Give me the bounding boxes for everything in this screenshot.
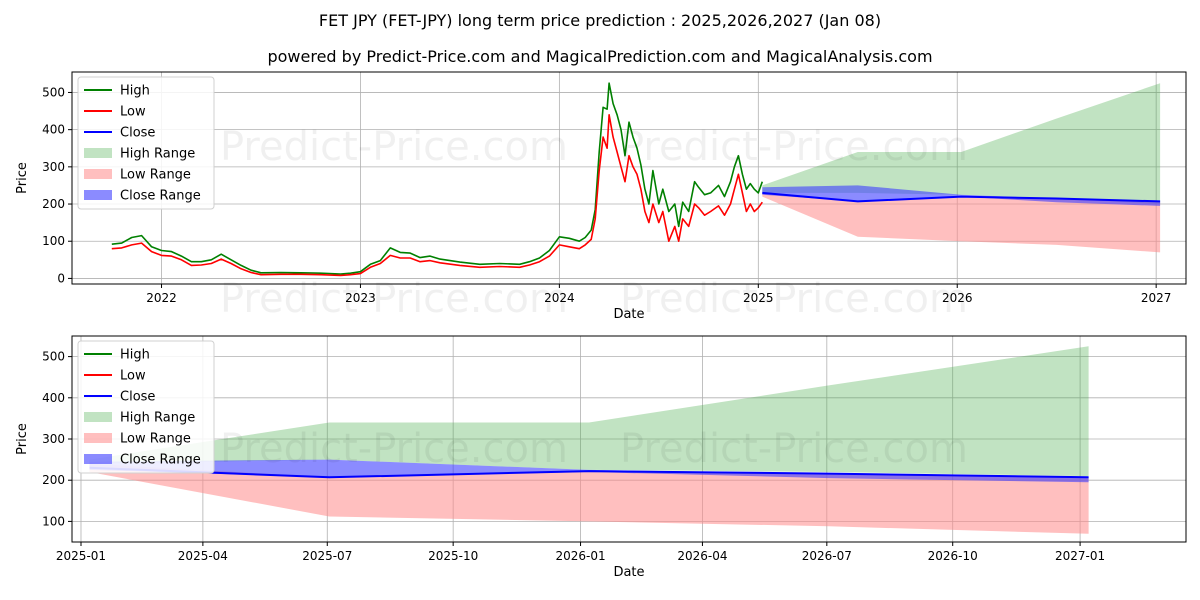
watermark-text: Predict-Price.com [220, 124, 568, 170]
x-tick-label: 2024 [544, 291, 575, 305]
x-tick-label: 2026-10 [928, 549, 978, 563]
y-tick-label: 200 [42, 197, 65, 211]
x-tick-label: 2026 [942, 291, 973, 305]
y-tick-label: 500 [42, 85, 65, 99]
legend-label: High [120, 84, 150, 99]
y-tick-label: 400 [42, 123, 65, 137]
x-tick-label: 2025-01 [56, 549, 106, 563]
bottom-chart-panel: Predict-Price.com Predict-Price.com 2025-0… [15, 335, 1187, 580]
low-range-band [89, 463, 1089, 534]
axes-frame [71, 71, 1187, 285]
top-chart-panel: Predict-Price.com Predict-Price.com Predic… [15, 71, 1187, 322]
high-range-band [89, 346, 1089, 477]
x-tick-label: 2023 [345, 291, 376, 305]
legend-label: High Range [120, 411, 195, 426]
y-tick-label: 500 [42, 350, 65, 364]
chart-title: FET JPY (FET-JPY) long term price predic… [319, 11, 881, 30]
y-axis-label: Price [15, 162, 30, 194]
y-tick-label: 300 [42, 432, 65, 446]
x-tick-label: 2026-07 [802, 549, 852, 563]
legend-swatch [84, 148, 112, 158]
x-tick-label: 2025-10 [428, 549, 478, 563]
legend-swatch [84, 169, 112, 179]
legend-swatch [84, 433, 112, 443]
legend-label: Close [120, 390, 155, 405]
low-series-line [111, 114, 763, 277]
watermark-text: Predict-Price.com [620, 124, 968, 170]
legend-label: Close Range [120, 189, 201, 204]
legend-label: High [120, 348, 150, 363]
high-range-band [762, 83, 1161, 204]
legend-label: Low Range [120, 168, 191, 183]
y-axis-label: Price [15, 423, 30, 455]
y-tick-label: 100 [42, 514, 65, 528]
legend-label: Close Range [120, 453, 201, 468]
x-tick-label: 2022 [146, 291, 177, 305]
x-axis-label: Date [613, 565, 644, 580]
watermark-text: Predict-Price.com [620, 426, 968, 472]
x-tick-label: 2026-01 [555, 549, 605, 563]
x-tick-label: 2027-01 [1055, 549, 1105, 563]
y-tick-label: 200 [42, 473, 65, 487]
legend-swatch [84, 412, 112, 422]
plot-area [89, 346, 1089, 534]
legend-label: Low Range [120, 432, 191, 447]
plot-area [111, 82, 1161, 277]
close-series-line [89, 466, 1089, 479]
y-tick-label: 400 [42, 391, 65, 405]
legend-label: Close [120, 126, 155, 141]
high-series-line [111, 82, 764, 275]
watermark-text: Predict-Price.com [220, 426, 568, 472]
x-axis-label: Date [613, 307, 644, 322]
legend-swatch [84, 454, 112, 464]
y-tick-label: 300 [42, 160, 65, 174]
watermark-text: Predict-Price.com [620, 276, 968, 322]
legend-label: High Range [120, 147, 195, 162]
x-tick-label: 2026-04 [677, 549, 727, 563]
y-tick-label: 0 [57, 271, 65, 285]
legend-label: Low [120, 369, 146, 384]
x-tick-label: 2025-04 [178, 549, 228, 563]
x-tick-label: 2027 [1141, 291, 1172, 305]
low-range-band [762, 192, 1161, 253]
x-tick-label: 2025 [743, 291, 774, 305]
y-tick-label: 100 [42, 234, 65, 248]
legend-swatch [84, 190, 112, 200]
close-series-line [762, 191, 1161, 203]
x-tick-label: 2025-07 [302, 549, 352, 563]
watermark-text: Predict-Price.com [220, 276, 568, 322]
chart-subtitle: powered by Predict-Price.com and Magical… [267, 47, 932, 66]
legend-label: Low [120, 105, 146, 120]
